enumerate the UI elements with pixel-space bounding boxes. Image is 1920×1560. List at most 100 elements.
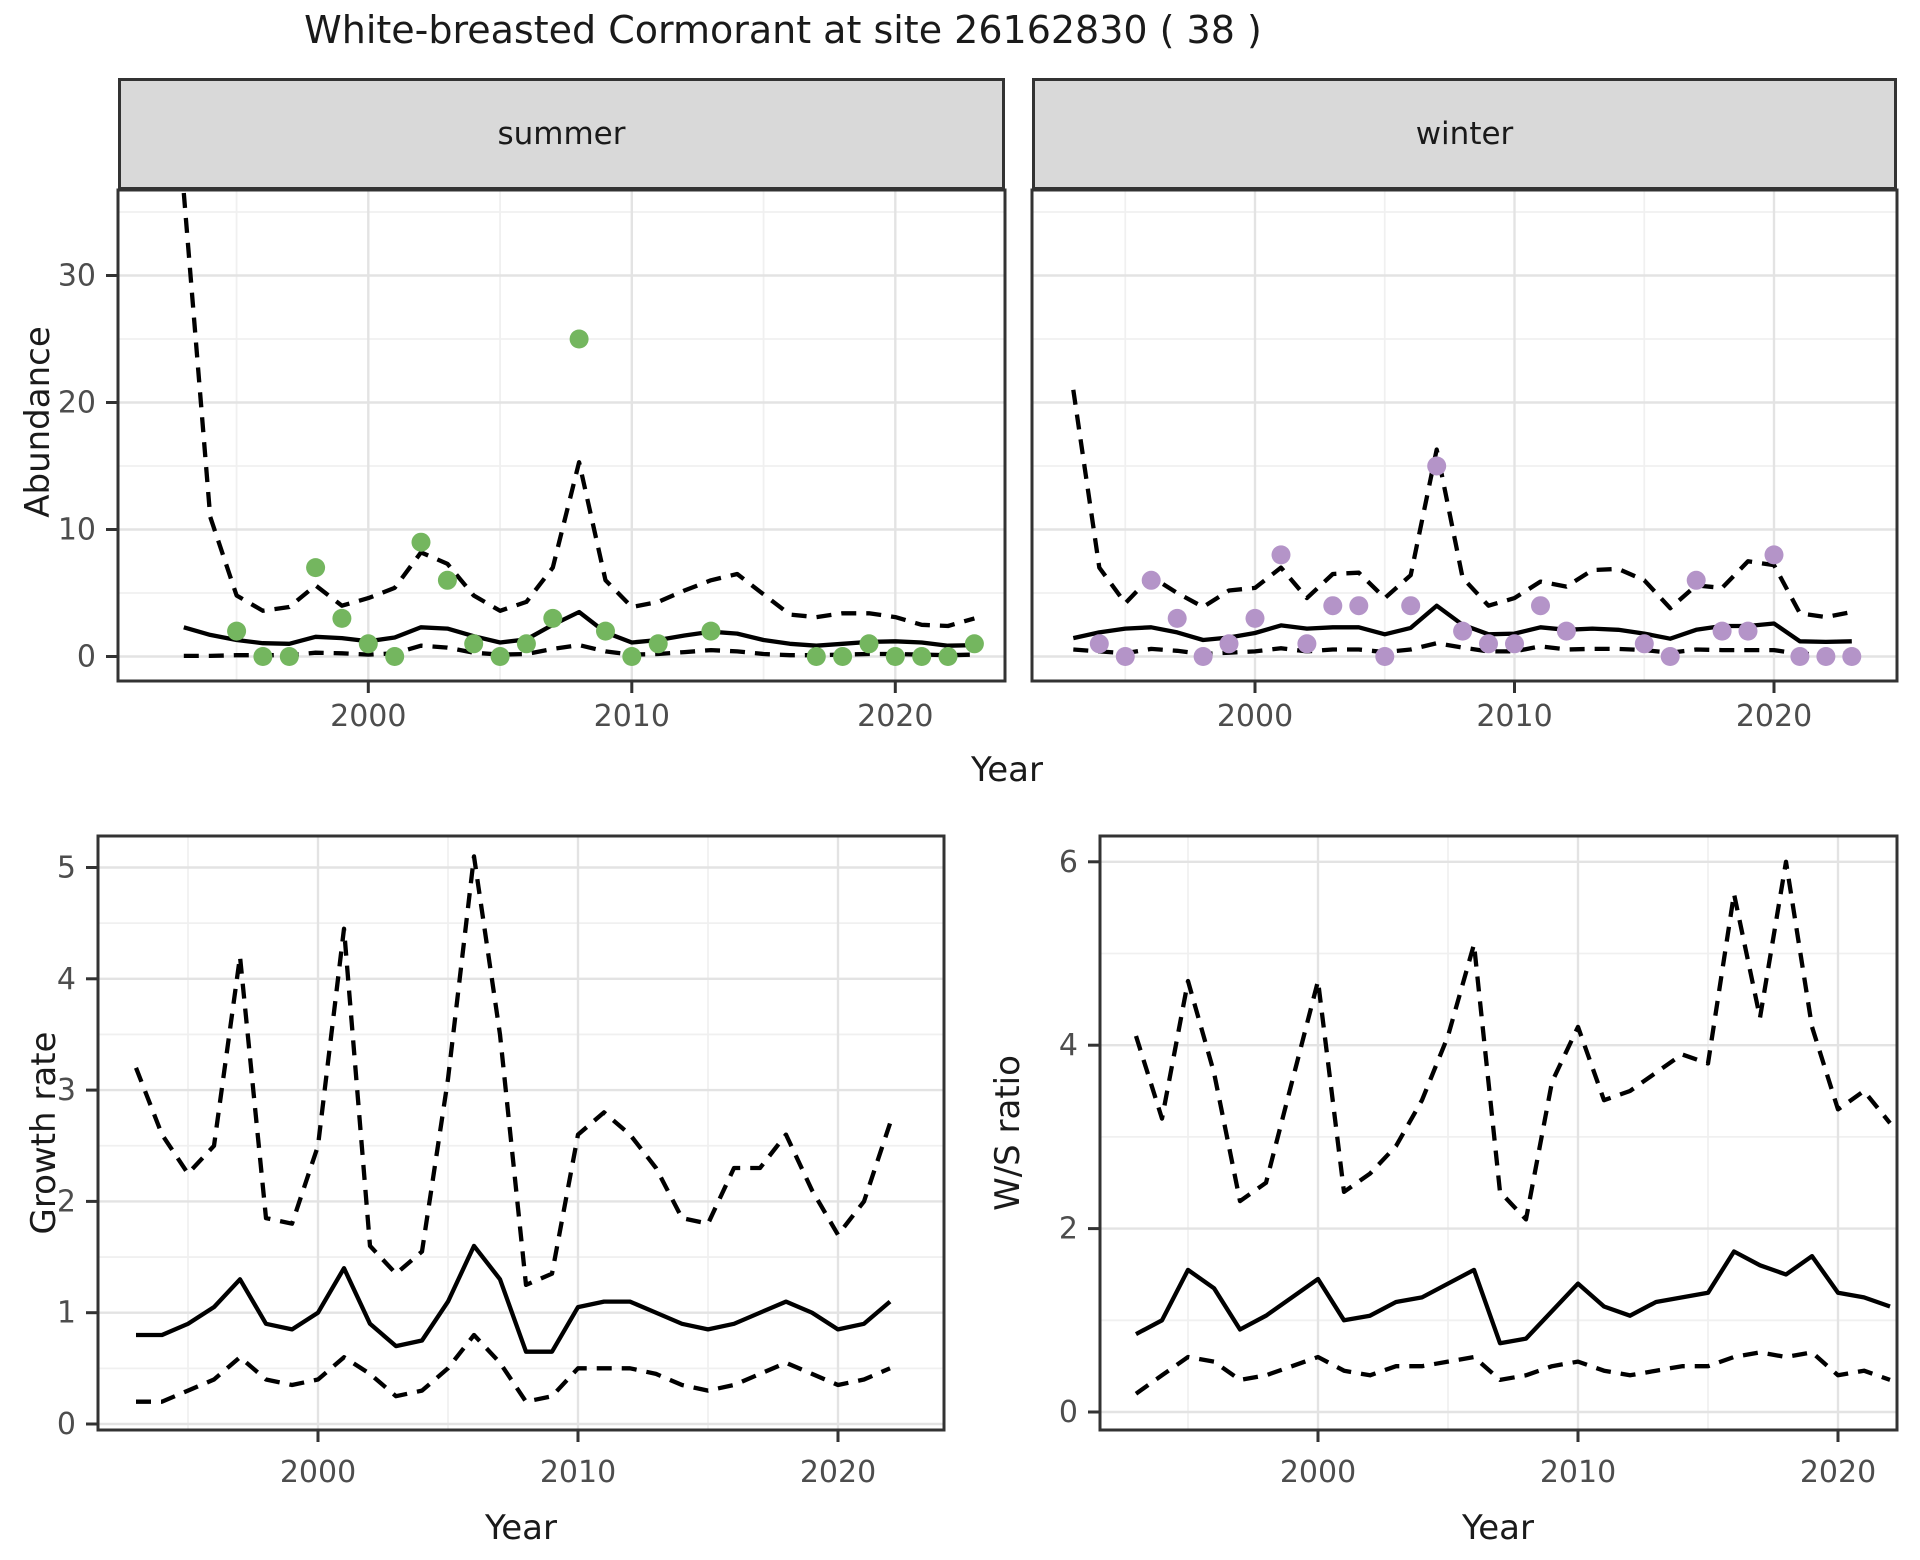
panel-growth-rate-axis-ticks: 2000 2010 2020 0 1 2 3 4 5 <box>57 851 876 1491</box>
y-tick-label: 3 <box>57 1073 76 1108</box>
data-point <box>1842 647 1862 666</box>
data-point <box>1323 596 1343 616</box>
data-point <box>490 647 510 666</box>
abundance-summer-upper95-line <box>181 192 975 629</box>
panel-abundance-summer: 2000 2010 2020 0 10 20 30 <box>58 188 1007 735</box>
ws-ratio-lower95-line <box>1134 1350 1891 1396</box>
panel-ws-ratio: 2000 2010 2020 0 2 4 6 <box>1059 834 1899 1490</box>
panel-growth-rate-border <box>96 834 946 1432</box>
data-point <box>938 647 958 666</box>
y-tick-label: 2 <box>57 1184 76 1219</box>
data-point <box>516 634 536 654</box>
data-point <box>1089 634 1109 654</box>
panel-abundance-winter-border <box>1030 188 1899 683</box>
y-tick-label: 10 <box>58 513 96 548</box>
y-tick-label: 0 <box>57 1407 76 1442</box>
data-point <box>227 621 247 641</box>
data-point <box>253 647 273 666</box>
x-axis-title-top: Year <box>971 750 1043 790</box>
data-point <box>1634 634 1654 654</box>
x-tick-label: 2020 <box>1736 699 1812 734</box>
panel-abundance-winter-grid <box>1032 190 1897 681</box>
y-tick-label: 30 <box>58 259 96 294</box>
data-point <box>1401 596 1421 616</box>
data-point <box>1686 570 1706 590</box>
facet-strip-summer-label: summer <box>497 116 626 152</box>
x-axis-title-bottom-right: Year <box>1462 1508 1534 1548</box>
data-point <box>1738 621 1758 641</box>
data-point <box>1193 647 1213 666</box>
data-point <box>1349 596 1369 616</box>
data-point <box>1245 608 1265 628</box>
x-axis-title-bottom-left: Year <box>485 1508 557 1548</box>
data-point <box>648 634 668 654</box>
panel-ws-ratio-border <box>1098 834 1899 1432</box>
data-point <box>1453 621 1473 641</box>
data-point <box>885 647 905 666</box>
facet-strip-summer: summer <box>118 78 1005 190</box>
data-point <box>279 647 299 666</box>
x-tick-label: 2010 <box>594 699 670 734</box>
growth-rate-upper95-line <box>133 854 893 1288</box>
data-point <box>1505 634 1524 654</box>
y-tick-label: 4 <box>1059 1028 1078 1063</box>
x-tick-label: 2010 <box>1540 1455 1616 1490</box>
x-tick-label: 2000 <box>280 1455 356 1490</box>
x-tick-label: 2020 <box>857 699 933 734</box>
x-tick-label: 2000 <box>330 699 406 734</box>
data-point <box>332 608 352 628</box>
panel-growth-rate: 2000 2010 2020 0 1 2 3 4 5 <box>57 834 946 1491</box>
x-tick-label: 2010 <box>540 1455 616 1490</box>
data-point <box>1479 634 1498 654</box>
data-point <box>1531 596 1550 616</box>
data-point <box>833 647 853 666</box>
y-tick-label: 20 <box>58 386 96 421</box>
data-point <box>1115 647 1135 666</box>
summer-points <box>227 329 984 666</box>
facet-strip-winter: winter <box>1032 78 1897 190</box>
data-point <box>437 570 457 590</box>
panel-abundance-summer-axis-ticks: 2000 2010 2020 0 10 20 30 <box>58 259 934 735</box>
data-point <box>596 621 615 641</box>
x-tick-label: 2010 <box>1476 699 1552 734</box>
data-point <box>1712 621 1732 641</box>
panel-abundance-winter-axis-ticks: 2000 2010 2020 <box>1217 681 1812 734</box>
x-tick-label: 2000 <box>1280 1455 1356 1490</box>
panel-ws-ratio-axis-ticks: 2000 2010 2020 0 2 4 6 <box>1059 845 1876 1490</box>
data-point <box>385 647 405 666</box>
x-tick-label: 2020 <box>1800 1455 1876 1490</box>
data-point <box>1375 647 1395 666</box>
growth-rate-mean-line <box>136 1243 892 1354</box>
data-point <box>1790 647 1810 666</box>
x-tick-label: 2020 <box>800 1455 876 1490</box>
data-point <box>464 634 484 654</box>
data-point <box>543 608 563 628</box>
data-point <box>1297 634 1317 654</box>
data-point <box>622 647 642 666</box>
data-point <box>912 647 932 666</box>
data-point <box>1271 545 1291 565</box>
panel-abundance-summer-border <box>116 188 1007 683</box>
panel-abundance-summer-grid <box>118 190 1005 681</box>
data-point <box>1816 647 1836 666</box>
y-tick-label: 4 <box>57 962 76 997</box>
page-title: White-breasted Cormorant at site 2616283… <box>304 8 1262 52</box>
y-tick-label: 6 <box>1059 845 1078 880</box>
winter-points <box>1089 456 1862 666</box>
data-point <box>859 634 879 654</box>
abundance-summer-mean-line <box>183 609 975 648</box>
data-point <box>1219 634 1239 654</box>
data-point <box>1427 456 1447 476</box>
y-tick-label: 0 <box>77 640 96 675</box>
ws-ratio-upper95-line <box>1133 859 1892 1222</box>
data-point <box>569 329 589 349</box>
data-point <box>806 647 826 666</box>
y-tick-label: 5 <box>57 851 76 886</box>
y-tick-label: 2 <box>1059 1212 1078 1247</box>
facet-strip-winter-label: winter <box>1415 116 1514 152</box>
data-point <box>411 532 431 552</box>
data-point <box>964 634 984 654</box>
panel-ws-ratio-grid <box>1100 836 1897 1430</box>
